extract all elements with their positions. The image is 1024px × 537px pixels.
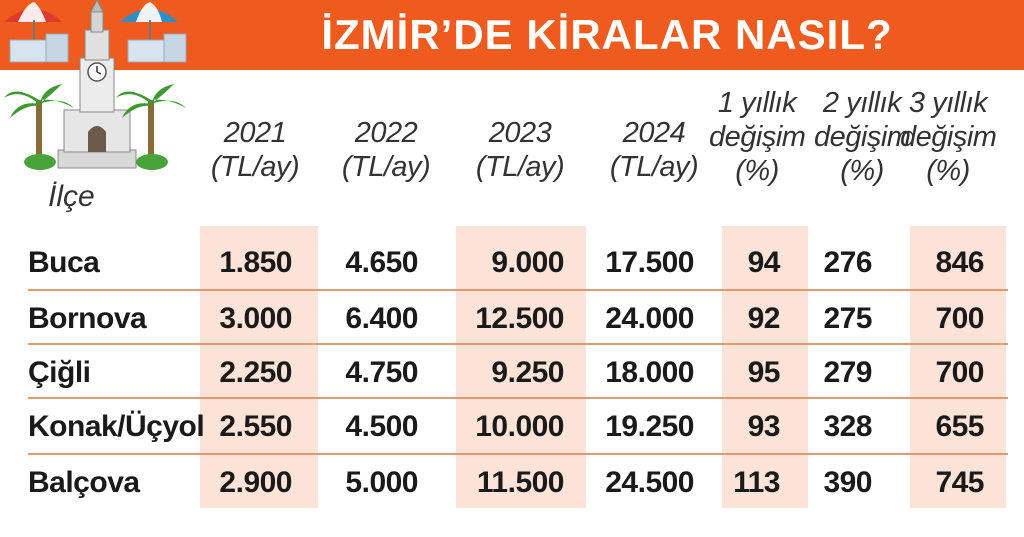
cell-y2022: 4.500	[345, 410, 418, 443]
column-highlight	[200, 226, 318, 508]
row-separator	[28, 343, 1008, 345]
shrub-icon	[24, 154, 168, 170]
column-header-ch1: 1 yıllık değişim (%)	[709, 86, 806, 188]
cell-y2024: 24.000	[605, 302, 694, 335]
column-header-line: (TL/ay)	[609, 151, 699, 183]
cell-y2024: 17.500	[605, 246, 694, 279]
cell-y2023: 10.000	[475, 410, 564, 443]
table-row: Balçova 2.900 5.000 11.500 24.500 113 390 745	[0, 456, 1024, 510]
table-row: Konak/Üçyol 2.550 4.500 10.000 19.250 93 328 65…	[0, 400, 1024, 454]
cell-ch1: 95	[747, 356, 781, 389]
cell-ch3: 700	[935, 356, 984, 389]
column-header-line: 2022	[354, 117, 418, 149]
column-header-line: 2 yıllık	[822, 87, 902, 119]
clock-tower-icon	[57, 0, 137, 169]
cell-ch2: 390	[823, 466, 872, 499]
row-separator	[28, 289, 1008, 291]
cell-ch2: 275	[823, 302, 872, 335]
column-header-line: 3 yıllık	[908, 87, 988, 119]
district-column-header: İlçe	[48, 180, 95, 213]
cell-ch3: 846	[935, 246, 984, 279]
column-header-y2023: 2023 (TL/ay)	[460, 116, 580, 184]
column-header-ch3: 3 yıllık değişim (%)	[900, 86, 997, 188]
cell-y2023: 9.000	[491, 246, 564, 279]
district-name: Balçova	[28, 466, 140, 499]
palm-tree-icon	[116, 84, 186, 162]
column-header-line: 2024	[622, 117, 686, 149]
cell-y2021: 2.550	[219, 410, 292, 443]
cell-y2022: 6.400	[345, 302, 418, 335]
column-highlight	[722, 226, 808, 508]
column-header-y2021: 2021 (TL/ay)	[195, 116, 315, 184]
cell-y2021: 2.900	[219, 466, 292, 499]
cell-ch3: 655	[935, 410, 984, 443]
cell-y2021: 3.000	[219, 302, 292, 335]
column-highlight	[456, 226, 586, 508]
cell-y2021: 2.250	[219, 356, 292, 389]
cell-y2022: 4.650	[345, 246, 418, 279]
column-header-line: (%)	[840, 155, 884, 187]
cell-y2024: 24.500	[605, 466, 694, 499]
column-header-ch2: 2 yıllık değişim (%)	[814, 86, 911, 188]
column-header-line: değişim	[709, 121, 806, 153]
cell-y2023: 11.500	[476, 466, 565, 499]
column-header-line: değişim	[814, 121, 911, 153]
izmir-clock-tower-illustration	[4, 0, 187, 170]
cell-ch3: 745	[935, 466, 984, 499]
district-name: Konak/Üçyol	[28, 410, 205, 443]
column-header-line: (%)	[926, 155, 970, 187]
cell-y2023: 9.250	[491, 356, 564, 389]
cell-y2022: 5.000	[345, 466, 418, 499]
palm-tree-icon	[4, 84, 74, 162]
column-highlight	[910, 226, 1006, 508]
cell-ch1: 94	[747, 246, 781, 279]
column-header-line: (%)	[735, 155, 779, 187]
column-header-line: 2023	[488, 117, 552, 149]
cell-ch1: 113	[733, 466, 780, 499]
column-header-y2022: 2022 (TL/ay)	[326, 116, 446, 184]
column-header-line: (TL/ay)	[341, 151, 431, 183]
district-name: Bornova	[28, 302, 147, 335]
column-header-line: (TL/ay)	[475, 151, 565, 183]
column-header-line: 1 yıllık	[717, 87, 797, 119]
column-header-line: (TL/ay)	[210, 151, 300, 183]
table-row: Çiğli 2.250 4.750 9.250 18.000 95 279 700	[0, 346, 1024, 400]
cell-y2022: 4.750	[345, 356, 418, 389]
cell-y2021: 1.850	[219, 246, 292, 279]
cell-ch1: 92	[747, 302, 781, 335]
cell-ch2: 328	[823, 410, 872, 443]
table-row: Buca 1.850 4.650 9.000 17.500 94 276 846	[0, 236, 1024, 290]
district-name: Buca	[28, 246, 100, 279]
cell-y2024: 18.000	[605, 356, 694, 389]
beach-umbrella-icon	[4, 2, 69, 63]
cell-ch1: 93	[747, 410, 781, 443]
cell-y2023: 12.500	[475, 302, 564, 335]
district-name: Çiğli	[28, 356, 91, 389]
row-separator	[28, 453, 1008, 455]
chart-title: İZMİR’DE KİRALAR NASIL?	[321, 11, 893, 58]
cell-ch3: 700	[935, 302, 984, 335]
cell-ch2: 279	[823, 356, 872, 389]
table-row: Bornova 3.000 6.400 12.500 24.000 92 275 700	[0, 292, 1024, 346]
column-header-line: 2021	[223, 117, 287, 149]
beach-umbrella-icon	[120, 2, 187, 63]
row-separator	[28, 397, 1008, 399]
column-header-line: değişim	[900, 121, 997, 153]
column-header-y2024: 2024 (TL/ay)	[594, 116, 714, 184]
cell-ch2: 276	[823, 246, 872, 279]
cell-y2024: 19.250	[605, 410, 694, 443]
